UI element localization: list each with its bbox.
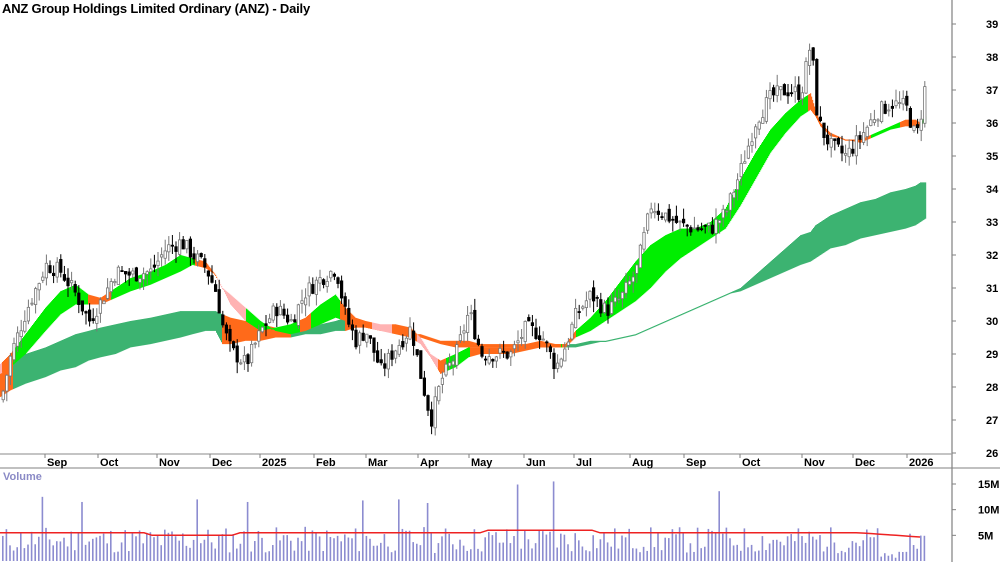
svg-text:38: 38	[986, 52, 998, 64]
svg-text:15M: 15M	[978, 479, 999, 491]
svg-text:Sep: Sep	[686, 457, 706, 469]
svg-text:Apr: Apr	[420, 457, 440, 469]
volume-moving-average-line	[0, 529, 921, 538]
svg-text:34: 34	[986, 184, 999, 196]
svg-text:29: 29	[986, 349, 998, 361]
svg-text:32: 32	[986, 250, 998, 262]
svg-text:39: 39	[986, 19, 998, 31]
chart-title: ANZ Group Holdings Limited Ordinary (ANZ…	[2, 1, 310, 16]
svg-text:10M: 10M	[978, 505, 999, 517]
long-term-ma-band	[0, 182, 927, 397]
svg-text:Dec: Dec	[855, 457, 875, 469]
volume-panel-label: Volume	[3, 471, 42, 483]
svg-text:33: 33	[986, 217, 998, 229]
price-axis: 39 38 37 36 35 34 33 32 31 30 29 28 27 26	[952, 19, 999, 460]
svg-text:May: May	[471, 457, 493, 469]
svg-text:5M: 5M	[978, 530, 993, 542]
svg-text:36: 36	[986, 118, 998, 130]
volume-bars	[2, 481, 926, 561]
svg-text:37: 37	[986, 85, 998, 97]
svg-text:Mar: Mar	[368, 457, 388, 469]
price-candles	[1, 43, 927, 436]
svg-text:Jun: Jun	[526, 457, 546, 469]
svg-text:Dec: Dec	[212, 457, 232, 469]
date-axis: Sep Oct Nov Dec 2025 Feb Mar Apr May Jun Jul Aug Sep…	[44, 454, 933, 469]
svg-text:35: 35	[986, 151, 998, 163]
svg-text:Jul: Jul	[576, 457, 592, 469]
svg-text:31: 31	[986, 283, 998, 295]
svg-text:Nov: Nov	[159, 457, 181, 469]
svg-text:2026: 2026	[909, 457, 933, 469]
svg-text:26: 26	[986, 448, 998, 460]
svg-text:Oct: Oct	[100, 457, 119, 469]
svg-text:27: 27	[986, 415, 998, 427]
volume-axis: 15M 10M 5M	[952, 479, 999, 542]
svg-text:Aug: Aug	[632, 457, 653, 469]
svg-text:Oct: Oct	[742, 457, 761, 469]
svg-text:Feb: Feb	[316, 457, 336, 469]
svg-text:2025: 2025	[262, 457, 286, 469]
svg-text:30: 30	[986, 316, 998, 328]
svg-text:28: 28	[986, 382, 998, 394]
svg-text:Sep: Sep	[47, 457, 67, 469]
svg-text:Nov: Nov	[804, 457, 826, 469]
